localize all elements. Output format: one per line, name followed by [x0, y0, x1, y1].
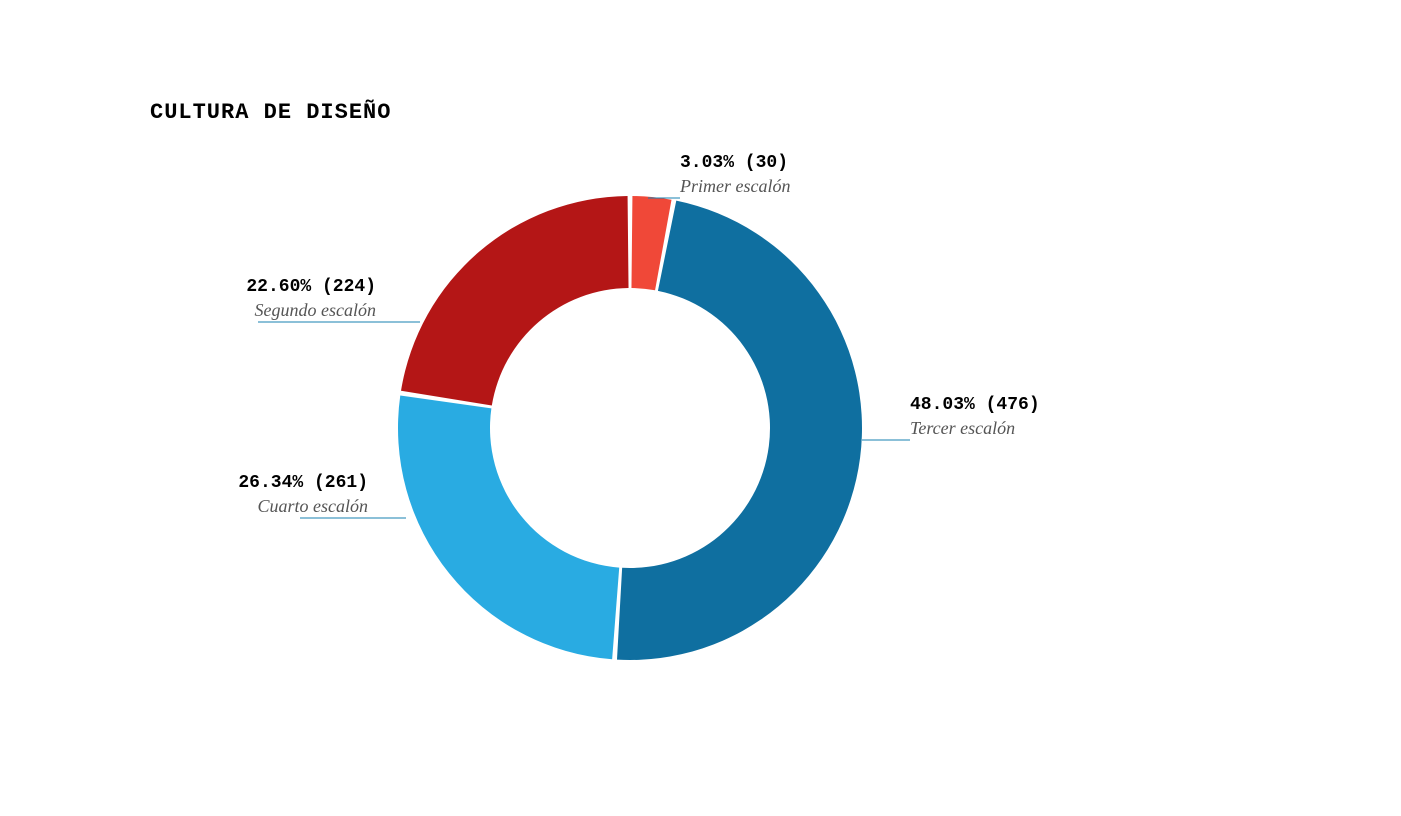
chart-title: CULTURA DE DISEÑO: [150, 100, 391, 125]
slice-label: 26.34% (261)Cuarto escalón: [238, 472, 368, 517]
slice-value: 3.03% (30): [680, 152, 790, 175]
slice-value: 22.60% (224): [246, 276, 376, 299]
slice-value: 26.34% (261): [238, 472, 368, 495]
donut-slice: [398, 396, 619, 660]
donut-slice: [401, 196, 629, 406]
slice-name: Primer escalón: [680, 175, 790, 198]
slice-label: 48.03% (476)Tercer escalón: [910, 394, 1040, 439]
slice-name: Segundo escalón: [246, 299, 376, 322]
slice-label: 3.03% (30)Primer escalón: [680, 152, 790, 197]
slice-value: 48.03% (476): [910, 394, 1040, 417]
slice-name: Cuarto escalón: [238, 495, 368, 518]
slice-name: Tercer escalón: [910, 417, 1040, 440]
slice-label: 22.60% (224)Segundo escalón: [246, 276, 376, 321]
